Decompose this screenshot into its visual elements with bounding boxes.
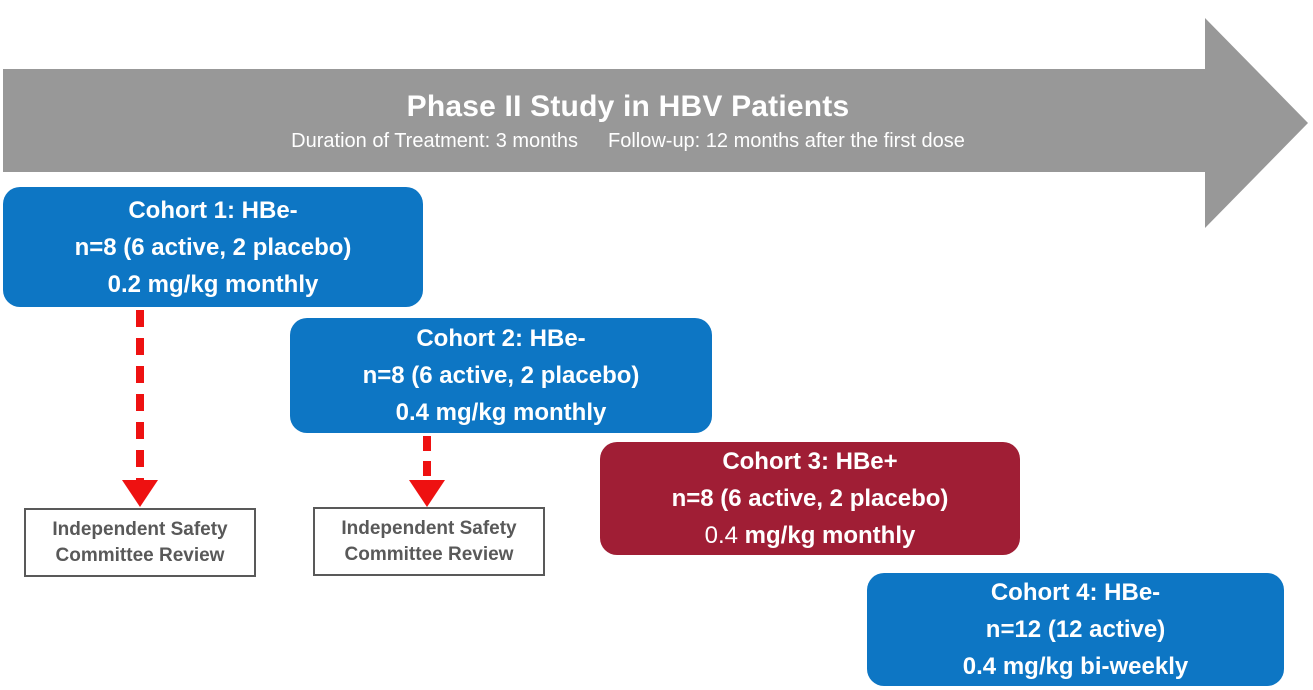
cohort-1-dose: 0.2 mg/kg monthly [107, 270, 319, 298]
banner-subtitle-duration: Duration of Treatment: 3 months [291, 129, 578, 152]
cohort-1-box: Cohort 1: HBe- n=8 (6 active, 2 placebo)… [3, 187, 423, 307]
safety-review-2-line1: Independent Safety [341, 517, 517, 539]
cohort-1-title: Cohort 1: HBe- [128, 196, 298, 224]
safety-review-1-line1: Independent Safety [52, 518, 228, 540]
dashed-arrow-1-head [122, 480, 158, 507]
cohort-2-dose: 0.4 mg/kg monthly [395, 399, 607, 426]
safety-review-box-2: Independent Safety Committee Review [313, 507, 545, 576]
safety-review-2-line2: Committee Review [344, 543, 514, 565]
cohort-4-enrollment: n=12 (12 active) [985, 616, 1166, 643]
banner-subtitle: Duration of Treatment: 3 months Follow-u… [291, 130, 965, 152]
cohort-3-dose-unit: mg/kg monthly [744, 522, 916, 549]
cohort-3-dose-value: 0.4 [704, 522, 745, 549]
cohort-3-box: Cohort 3: HBe+ n=8 (6 active, 2 placebo)… [600, 442, 1020, 555]
cohort-3-title: Cohort 3: HBe+ [722, 448, 898, 475]
safety-review-1-line2: Committee Review [55, 544, 225, 566]
cohort-3-dose: 0.4 mg/kg monthly [705, 517, 916, 554]
safety-review-box-1: Independent Safety Committee Review [24, 508, 256, 577]
timeline-arrow-icon [3, 18, 1308, 228]
cohort-2-box: Cohort 2: HBe- n=8 (6 active, 2 placebo)… [290, 318, 712, 433]
banner-title: Phase II Study in HBV Patients [406, 89, 850, 123]
cohort-3-enrollment: n=8 (6 active, 2 placebo) [671, 485, 949, 512]
banner: Phase II Study in HBV Patients Duration … [0, 69, 1256, 172]
cohort-4-box: Cohort 4: HBe- n=12 (12 active) 0.4 mg/k… [867, 573, 1284, 686]
cohort-2-title: Cohort 2: HBe- [416, 325, 586, 352]
banner-subtitle-followup: Follow-up: 12 months after the first dos… [607, 129, 965, 152]
dashed-down-arrow-icon-2 [409, 436, 445, 507]
cohort-4-title: Cohort 4: HBe- [990, 579, 1161, 606]
cohort-1-enrollment: n=8 (6 active, 2 placebo) [74, 233, 352, 261]
timeline-arrow-shape [3, 18, 1308, 228]
cohort-4-dose: 0.4 mg/kg bi-weekly [962, 653, 1189, 680]
dashed-down-arrow-icon-1 [122, 310, 158, 507]
dashed-arrow-2-head [409, 480, 445, 507]
cohort-2-enrollment: n=8 (6 active, 2 placebo) [362, 362, 640, 389]
